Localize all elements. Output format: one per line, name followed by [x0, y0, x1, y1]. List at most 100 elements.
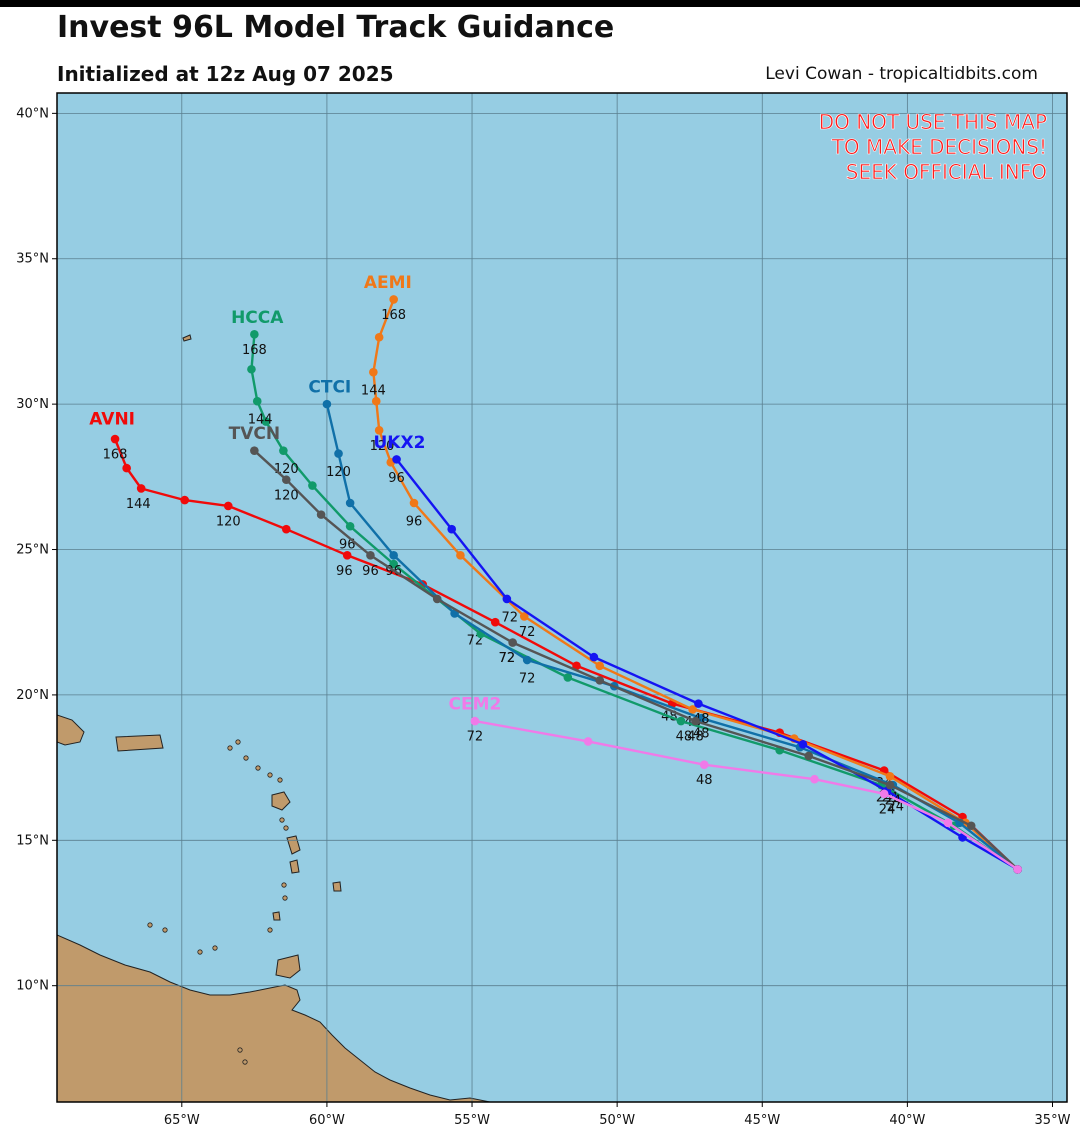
- track-point-ctci: [334, 449, 343, 458]
- island-dot: [237, 1047, 243, 1053]
- warning-box: DO NOT USE THIS MAP TO MAKE DECISIONS! S…: [818, 110, 1047, 185]
- lon-tick-label: 55°W: [454, 1113, 490, 1128]
- track-point-aemi: [369, 367, 378, 377]
- track-point-avni: [281, 524, 291, 534]
- track-name-cem2: CEM2: [449, 695, 502, 715]
- forecast-hour-label: 144: [126, 497, 151, 512]
- land-layer: [57, 334, 491, 1102]
- track-name-tvcn: TVCN: [229, 424, 280, 444]
- forecast-hour-label: 168: [381, 308, 406, 323]
- forecast-hour-label: 120: [326, 465, 351, 480]
- track-point-cem2: [583, 737, 593, 746]
- track-point-hcca: [247, 364, 256, 374]
- track-point-ukx2: [589, 652, 599, 662]
- track-point-ukx2: [502, 594, 512, 604]
- guadeloupe-land: [271, 791, 291, 811]
- small-islands: [147, 739, 289, 1065]
- forecast-hour-label: 48: [676, 730, 693, 745]
- forecast-hour-label: 120: [370, 439, 395, 454]
- forecast-hour-label: 72: [499, 651, 516, 666]
- track-point-avni: [122, 463, 131, 473]
- forecast-hour-label: 48: [693, 727, 710, 742]
- track-point-aemi: [885, 772, 895, 781]
- island-dot: [277, 777, 283, 783]
- forecast-hour-label: 72: [519, 671, 536, 686]
- track-point-avni: [342, 551, 352, 560]
- track-point-ukx2: [694, 699, 703, 708]
- island-dot: [267, 772, 273, 778]
- track-point-cem2: [943, 818, 953, 828]
- track-point-avni: [110, 434, 120, 444]
- track-hcca: 24 48 72 96 120 144 168 HCCA: [231, 308, 1022, 874]
- forecast-hour-label: 144: [361, 384, 386, 399]
- track-point-tvcn: [804, 751, 813, 761]
- warning-line-1: DO NOT USE THIS MAP: [818, 110, 1047, 135]
- track-point-ukx2: [447, 524, 457, 534]
- track-point-hcca: [563, 673, 573, 682]
- init-time-subtitle: Initialized at 12z Aug 07 2025: [57, 62, 394, 86]
- track-point-ctci: [389, 551, 398, 560]
- track-point-hcca: [250, 330, 259, 339]
- island-dot: [235, 739, 241, 745]
- track-point-cem2: [470, 716, 480, 726]
- track-point-tvcn: [508, 638, 517, 647]
- island-dot: [162, 927, 168, 933]
- forecast-hour-label: 24: [885, 794, 902, 809]
- lon-tick-label: 50°W: [599, 1113, 635, 1128]
- island-dot: [255, 765, 261, 771]
- track-point-hcca: [345, 521, 355, 531]
- forecast-hour-label: 120: [216, 514, 241, 529]
- track-point-avni: [490, 617, 500, 627]
- lat-tick-label: 25°N: [16, 543, 49, 558]
- forecast-hour-label: 120: [274, 462, 299, 477]
- forecast-hour-label: 72: [467, 730, 484, 745]
- island-dot: [147, 922, 153, 928]
- top-border: [0, 0, 1080, 7]
- track-point-hcca: [389, 559, 398, 569]
- island-dot: [267, 927, 273, 933]
- lat-tick-label: 20°N: [16, 688, 49, 703]
- track-point-avni: [223, 501, 233, 511]
- track-point-tvcn: [250, 446, 259, 455]
- warning-line-2: TO MAKE DECISIONS!: [831, 135, 1047, 160]
- track-point-cem2: [810, 774, 819, 784]
- track-point-tvcn: [691, 716, 700, 726]
- lon-tick-label: 40°W: [889, 1113, 925, 1128]
- island-dot: [243, 755, 249, 761]
- forecast-hour-label: 48: [687, 730, 704, 745]
- island-dot: [242, 1059, 248, 1065]
- forecast-hour-label: 168: [103, 448, 128, 463]
- track-line-tvcn: [253, 449, 1019, 871]
- track-point-cem2: [699, 760, 709, 769]
- lat-tick-label: 30°N: [16, 397, 49, 412]
- grenada-land: [272, 911, 281, 921]
- forecast-hour-label: 72: [499, 651, 516, 666]
- track-name-aemi: AEMI: [364, 273, 412, 293]
- track-tvcn: 24 48 72 96 120 TVCN: [229, 424, 1022, 874]
- axis-ticks: 65°W 60°W 55°W 50°W 45°W 40°W 35°W 10°N 15°N 20°N…: [16, 106, 1070, 1128]
- track-point-aemi: [409, 498, 419, 508]
- track-point-tvcn: [281, 475, 291, 485]
- track-point-ctci: [345, 498, 355, 508]
- bermuda-land: [182, 334, 192, 342]
- track-point-tvcn: [966, 821, 976, 831]
- track-name-avni: AVNI: [89, 410, 135, 430]
- forecast-hour-label: 96: [339, 538, 356, 553]
- track-name-hcca: HCCA: [231, 308, 284, 328]
- forecast-hour-label: 96: [406, 514, 423, 529]
- lat-tick-label: 35°N: [16, 252, 49, 267]
- island-dot: [197, 949, 203, 955]
- track-point-aemi: [688, 705, 697, 714]
- track-point-aemi: [374, 332, 384, 342]
- track-avni: 24 48 72 96 120 144 168 AVNI: [89, 410, 1022, 874]
- page-title: Invest 96L Model Track Guidance: [57, 10, 615, 45]
- track-point-hcca: [279, 446, 288, 455]
- track-point-tvcn: [595, 676, 605, 685]
- lat-tick-label: 15°N: [16, 833, 49, 848]
- ocean-background: [57, 93, 1067, 1102]
- track-point-hcca: [252, 396, 262, 406]
- track-point-avni: [572, 661, 581, 671]
- track-point-hcca: [676, 716, 686, 726]
- track-point-hcca: [308, 481, 317, 490]
